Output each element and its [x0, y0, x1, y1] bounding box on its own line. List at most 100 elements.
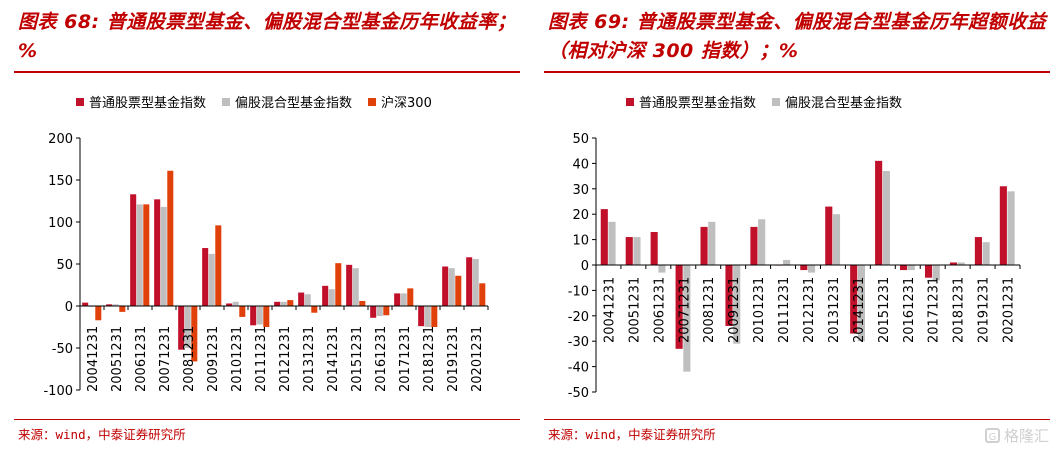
bar-2: [608, 221, 616, 265]
bar-1: [700, 226, 708, 265]
bar-3: [263, 306, 270, 327]
bar-2: [400, 293, 407, 306]
bar-2: [808, 265, 816, 273]
left-chart: -100 -50 0 50 100 150 200 20041231 20051231 20061…: [43, 132, 489, 399]
bar-1: [600, 209, 608, 265]
legend-label: 普通股票型基金指数: [639, 96, 757, 111]
x-category-label: 20121231: [802, 277, 817, 343]
legend-item: 偏股混合型基金指数: [222, 92, 352, 111]
bar-1: [202, 248, 209, 306]
legend-item: 沪深300: [368, 92, 432, 111]
bar-1: [226, 303, 233, 306]
bar-3: [479, 283, 486, 306]
watermark-text: 格隆汇: [1003, 427, 1049, 445]
legend-label: 沪深300: [381, 96, 432, 111]
x-category-label: 20161231: [374, 326, 389, 392]
right-legend: 普通股票型基金指数 偏股混合型基金指数: [626, 92, 902, 111]
bar-3: [407, 288, 414, 306]
bar-1: [370, 306, 377, 318]
bar-2: [256, 306, 263, 325]
bar-2: [882, 171, 890, 265]
x-category-label: 20151231: [350, 326, 365, 392]
bar-3: [167, 170, 174, 306]
y-tick-label: -50: [52, 342, 73, 357]
bar-2: [304, 294, 311, 306]
x-category-label: 20051231: [627, 277, 642, 343]
bar-2: [733, 265, 741, 344]
bar-2: [448, 268, 455, 306]
y-tick-label: 150: [48, 174, 73, 189]
bar-3: [455, 275, 462, 306]
x-category-label: 20071231: [158, 326, 173, 392]
bar-3: [287, 300, 294, 306]
bar-2: [982, 242, 990, 265]
bar-1: [625, 237, 633, 265]
bar-1: [949, 262, 958, 265]
g-logo-icon: G: [984, 428, 1000, 443]
legend-swatch: [368, 97, 377, 106]
bar-2: [424, 306, 431, 327]
bar-2: [783, 259, 791, 265]
legend-item: 普通股票型基金指数: [626, 92, 756, 111]
bar-3: [239, 306, 246, 317]
bar-1: [274, 301, 281, 306]
y-tick-label: 20: [572, 208, 589, 223]
x-category-label: 20041231: [86, 326, 101, 392]
bar-1: [394, 293, 401, 306]
left-chart-title: 图表 68: 普通股票型基金、偏股混合型基金历年收益率；%: [18, 11, 517, 62]
bar-1: [178, 306, 185, 350]
bar-2: [832, 214, 841, 265]
bar-2: [932, 265, 940, 281]
x-category-label: 20111231: [777, 277, 792, 343]
left-title-rule: [14, 71, 520, 73]
bar-2: [957, 262, 965, 265]
bar-3: [335, 263, 342, 306]
bar-2: [758, 219, 766, 265]
bar-1: [875, 160, 883, 265]
left-source: 来源：wind，中泰证券研究所: [18, 427, 186, 442]
bar-1: [130, 194, 137, 306]
bar-2: [907, 265, 915, 271]
bar-1: [106, 304, 113, 306]
bar-1: [800, 265, 808, 271]
bar-1: [466, 257, 473, 306]
bar-1: [675, 265, 683, 349]
bar-2: [160, 206, 167, 306]
y-tick-label: 30: [572, 183, 589, 198]
y-tick-label: -20: [568, 310, 589, 325]
x-category-label: 20051231: [110, 326, 125, 392]
bar-1: [750, 226, 758, 265]
legend-label: 普通股票型基金指数: [89, 96, 207, 111]
bar-1: [298, 292, 305, 306]
bar-2: [658, 265, 666, 273]
bar-3: [359, 300, 366, 306]
right-chart: -50 -40 -30 -20 -10 0 10 20 30 40 50 20041231 200512…: [568, 132, 1021, 401]
bar-3: [143, 204, 150, 306]
bar-3: [311, 306, 318, 313]
bar-1: [322, 285, 329, 306]
x-category-label: 20041231: [602, 277, 617, 343]
y-tick-label: 50: [56, 258, 73, 273]
x-category-label: 20101231: [230, 326, 245, 392]
bar-1: [442, 266, 449, 306]
bar-2: [376, 306, 383, 317]
right-title-rule: [544, 71, 1050, 73]
x-category-label: 20071231: [677, 277, 692, 343]
y-tick-label: -50: [568, 386, 589, 401]
y-tick-label: -30: [568, 335, 589, 350]
bar-1: [418, 306, 425, 327]
bar-1: [825, 206, 833, 265]
y-tick-label: 10: [572, 234, 589, 249]
x-category-label: 20101231: [752, 277, 767, 343]
x-category-label: 20091231: [727, 277, 742, 343]
legend-swatch: [222, 97, 231, 106]
x-category-label: 20141231: [326, 326, 341, 392]
bar-3: [383, 306, 390, 316]
legend-swatch: [626, 97, 634, 106]
y-tick-label: -100: [43, 384, 73, 399]
x-category-label: 20131231: [302, 326, 317, 392]
y-tick-label: -40: [568, 361, 589, 376]
x-category-label: 20081231: [182, 326, 197, 392]
bar-2: [683, 265, 691, 372]
x-category-label: 20081231: [702, 277, 717, 343]
